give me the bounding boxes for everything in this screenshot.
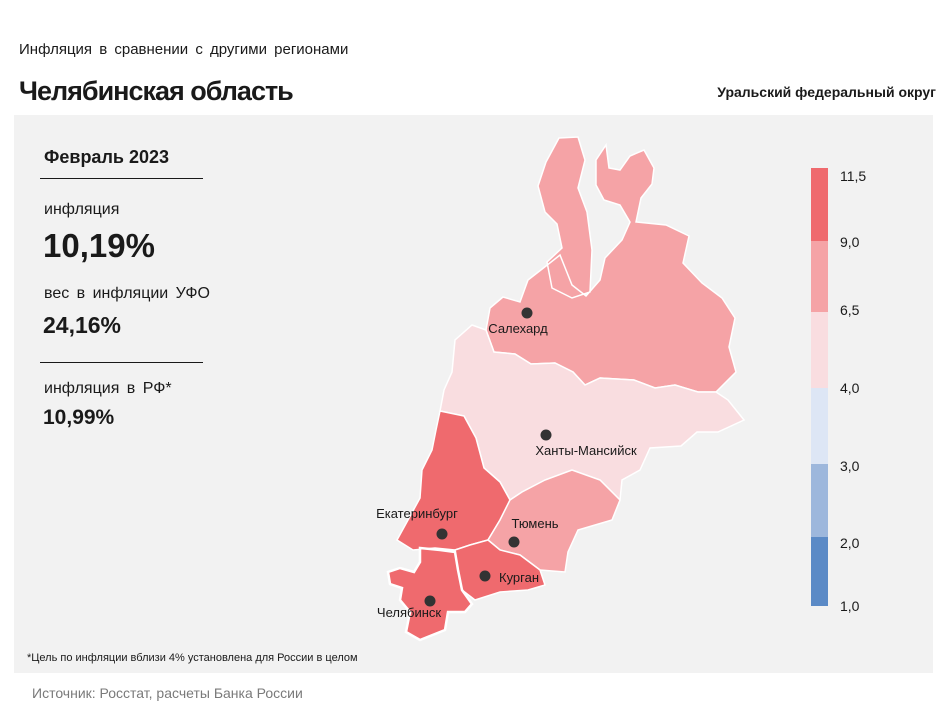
page-title: Челябинская область — [19, 76, 294, 106]
rf-inflation-label: инфляция в РФ* — [44, 380, 172, 397]
footnote: *Цель по инфляции вблизи 4% установлена … — [27, 652, 358, 664]
source-note: Источник: Росстат, расчеты Банка России — [32, 685, 303, 701]
city-label: Ханты-Мансийск — [535, 443, 637, 458]
scale-bin — [811, 464, 828, 537]
subtitle: Инфляция в сравнении с другими регионами — [19, 41, 349, 58]
weight-label: вес в инфляции УФО — [44, 285, 210, 302]
divider-top — [40, 178, 203, 179]
city-marker — [436, 528, 448, 540]
divider-bottom — [40, 362, 203, 363]
scale-label: 2,0 — [840, 535, 860, 551]
scale-label: 4,0 — [840, 380, 860, 396]
city-marker — [424, 595, 436, 607]
region-chelyabinsk[interactable] — [386, 546, 474, 642]
scale-label: 1,0 — [840, 598, 860, 614]
region-yanao[interactable] — [485, 136, 737, 393]
city-marker — [508, 536, 520, 548]
scale-label: 3,0 — [840, 458, 860, 474]
city-label: Челябинск — [377, 605, 441, 620]
city-label: Тюмень — [511, 516, 558, 531]
scale-bin — [811, 168, 828, 241]
city-marker — [479, 570, 491, 582]
scale-bin — [811, 241, 828, 312]
scale-bin — [811, 388, 828, 464]
weight-value: 24,16% — [43, 312, 122, 338]
district-name: Уральский федеральный округ — [717, 84, 936, 100]
scale-bin — [811, 312, 828, 388]
city-label: Салехард — [488, 321, 548, 336]
scale-bin — [811, 537, 828, 606]
scale-label: 11,5 — [840, 168, 866, 184]
city-marker — [521, 307, 533, 319]
inflation-value: 10,19% — [43, 227, 155, 264]
city-label: Курган — [499, 570, 539, 585]
city-marker — [540, 429, 552, 441]
scale-label: 9,0 — [840, 234, 860, 250]
color-scale: 11,5 9,0 6,5 4,0 3,0 2,0 1,0 — [811, 168, 866, 614]
city-label: Екатеринбург — [376, 506, 458, 521]
inflation-label: инфляция — [44, 201, 120, 218]
scale-label: 6,5 — [840, 302, 860, 318]
rf-inflation-value: 10,99% — [43, 406, 115, 429]
period-label: Февраль 2023 — [44, 147, 169, 167]
